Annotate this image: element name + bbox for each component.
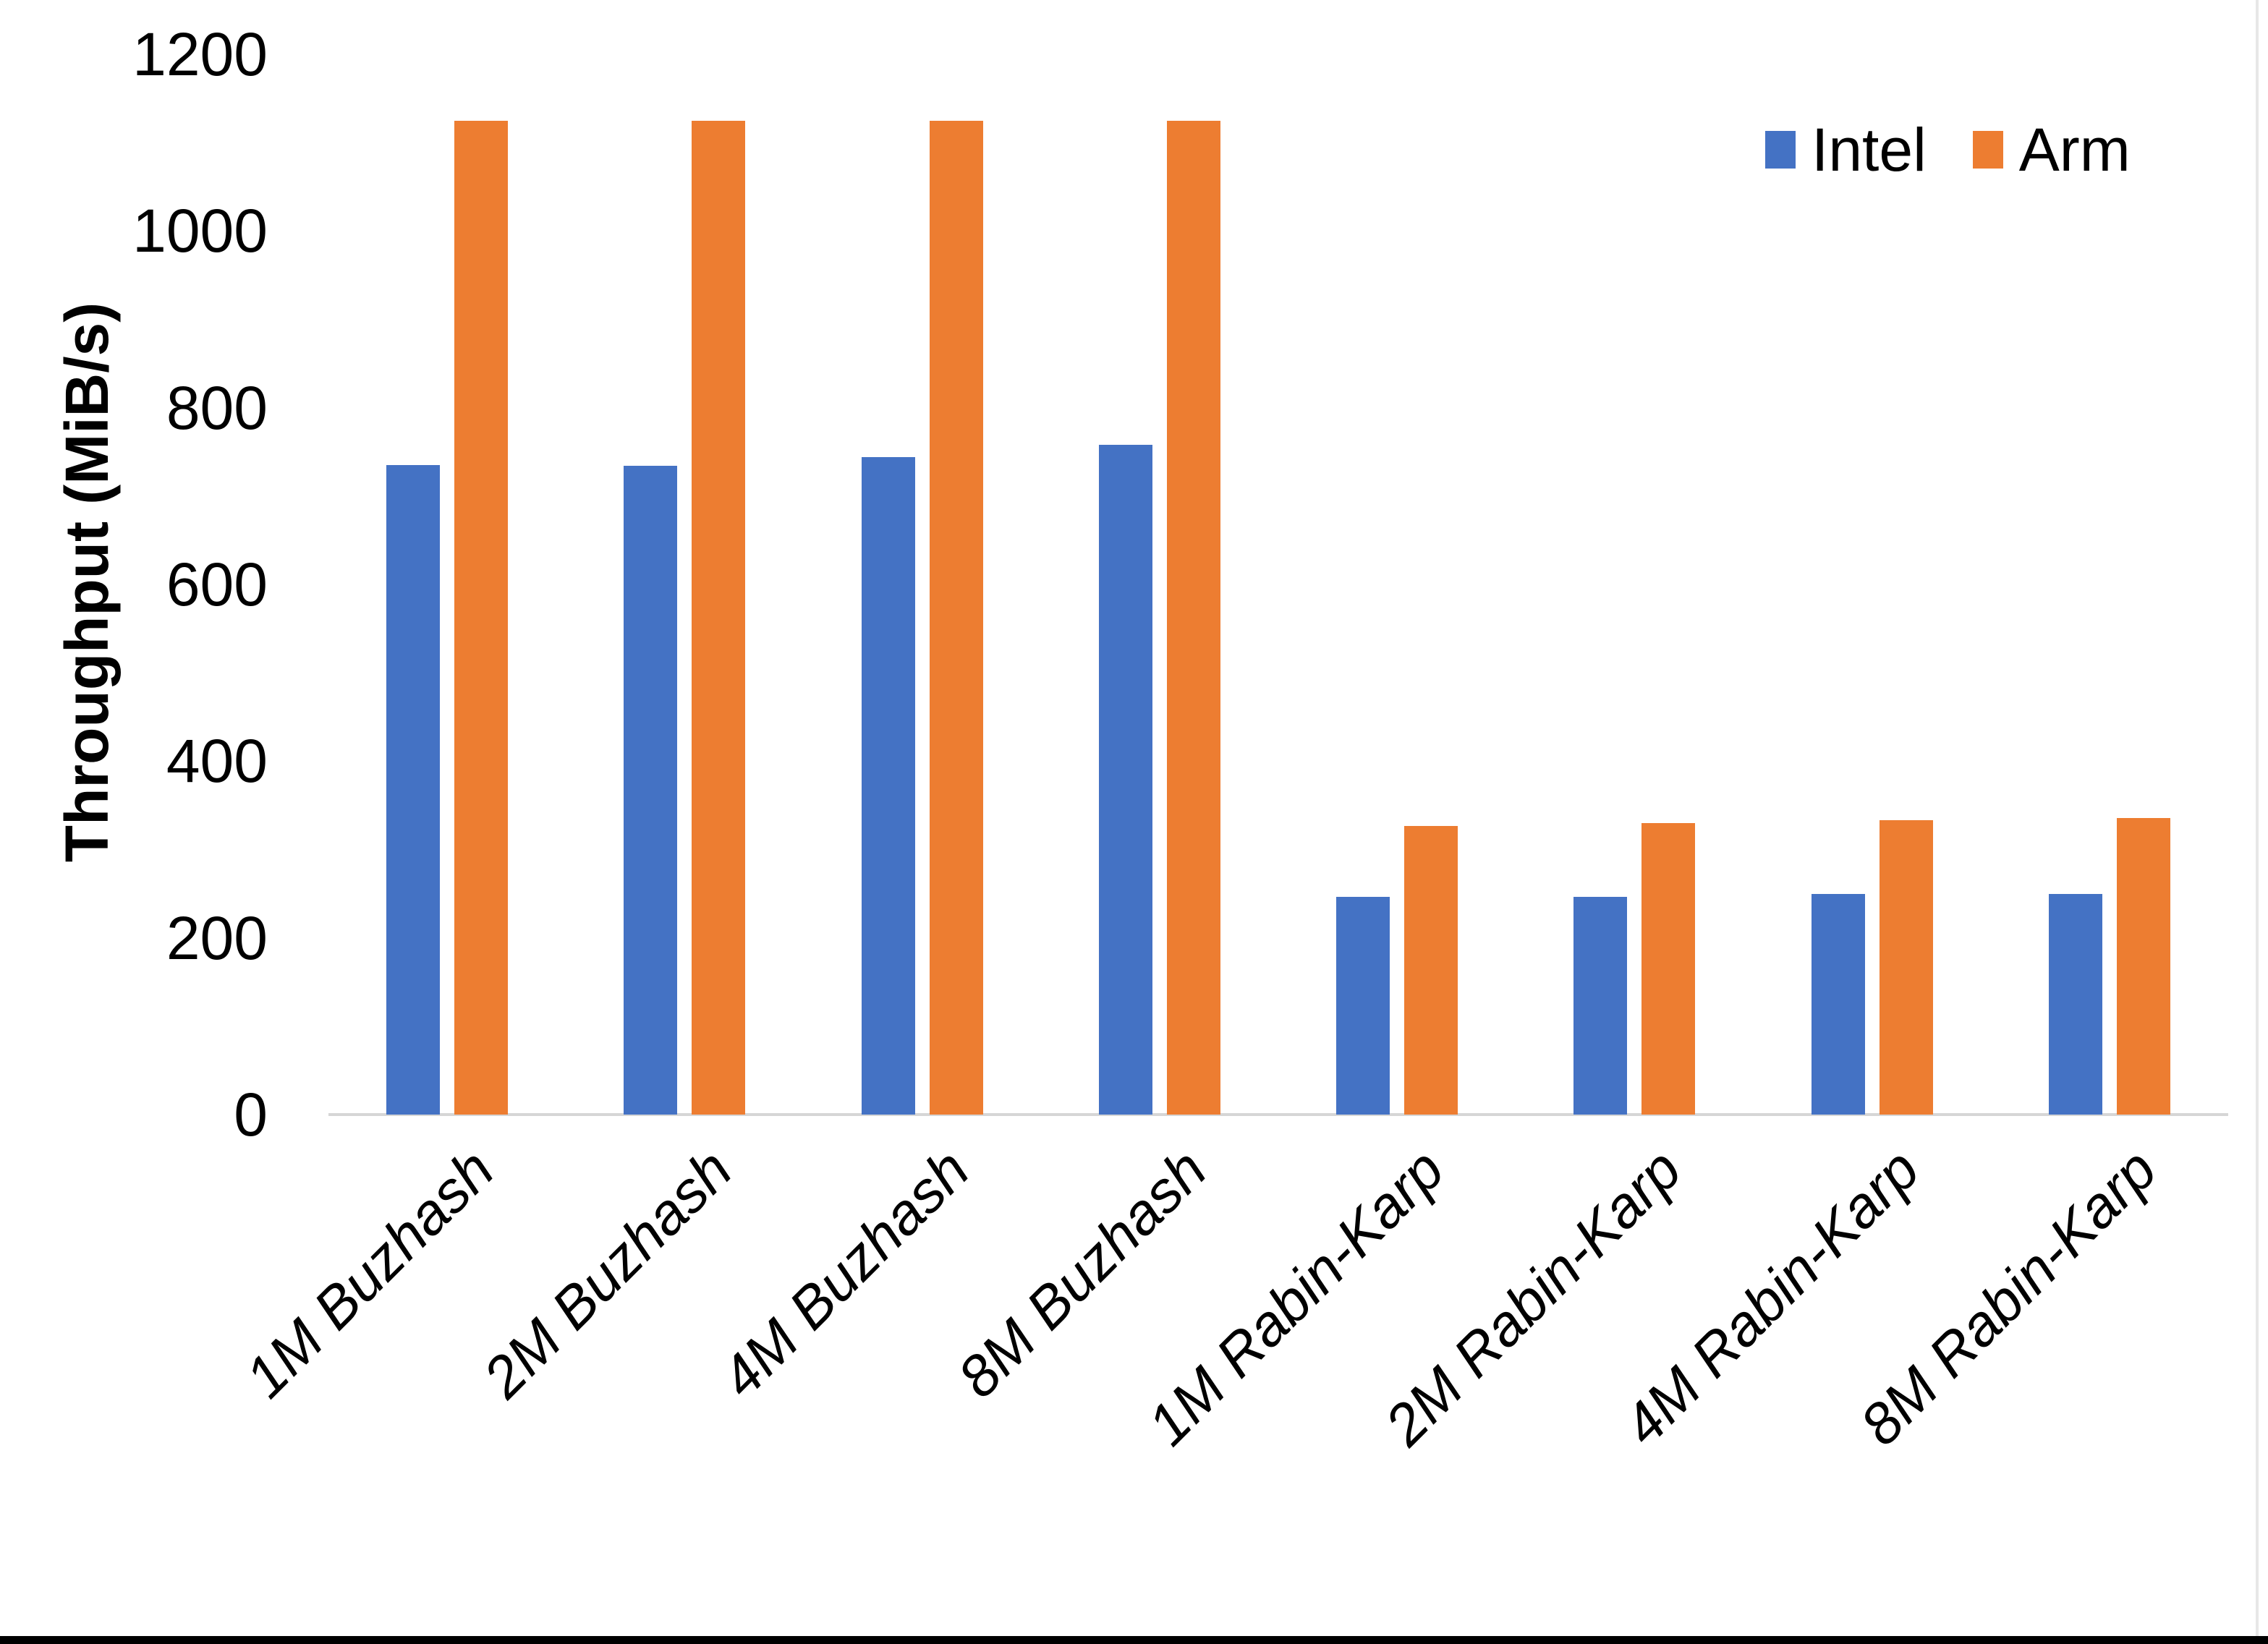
bar-arm-8m-buzhash [1166,120,1220,1115]
bar-arm-8m-rabin-karp [2116,817,2170,1115]
y-tick-label: 400 [166,727,268,796]
y-tick-label: 200 [166,903,268,972]
x-tick-label: 1M Buzhash [233,1136,506,1410]
bar-arm-1m-buzhash [454,120,509,1115]
y-tick-label: 800 [166,373,268,442]
window-bottom-edge [0,1636,2268,1644]
bar-intel-8m-buzhash [1098,444,1152,1115]
window-right-edge [2256,0,2259,1644]
y-tick-label: 1200 [132,20,268,88]
bar-arm-2m-buzhash [692,120,746,1115]
legend-swatch-intel [1765,131,1796,169]
bar-intel-2m-buzhash [624,466,678,1115]
bar-arm-4m-buzhash [929,120,983,1115]
bar-intel-8m-rabin-karp [2048,893,2102,1115]
legend-label-intel: Intel [1812,116,1927,184]
y-tick-label: 1000 [132,197,268,265]
bar-intel-1m-rabin-karp [1336,897,1390,1115]
legend-label-arm: Arm [2018,116,2131,184]
bar-intel-4m-buzhash [861,457,915,1115]
legend-item-arm: Arm [1972,116,2131,184]
legend-item-intel: Intel [1765,119,1927,180]
y-tick-label: 0 [234,1081,268,1149]
legend: Intel Arm [1765,119,2131,180]
legend-swatch-arm [1972,131,2003,169]
bar-arm-1m-rabin-karp [1404,825,1458,1115]
bar-intel-4m-rabin-karp [1811,893,1865,1115]
bar-intel-1m-buzhash [386,465,441,1115]
x-tick-label: 4M Buzhash [708,1136,982,1410]
x-axis-line [328,1113,2228,1116]
y-tick-label: 600 [166,550,268,618]
x-tick-label: 2M Buzhash [470,1136,744,1410]
bar-arm-4m-rabin-karp [1879,820,1933,1115]
bar-intel-2m-rabin-karp [1573,897,1628,1115]
bar-arm-2m-rabin-karp [1641,822,1696,1115]
